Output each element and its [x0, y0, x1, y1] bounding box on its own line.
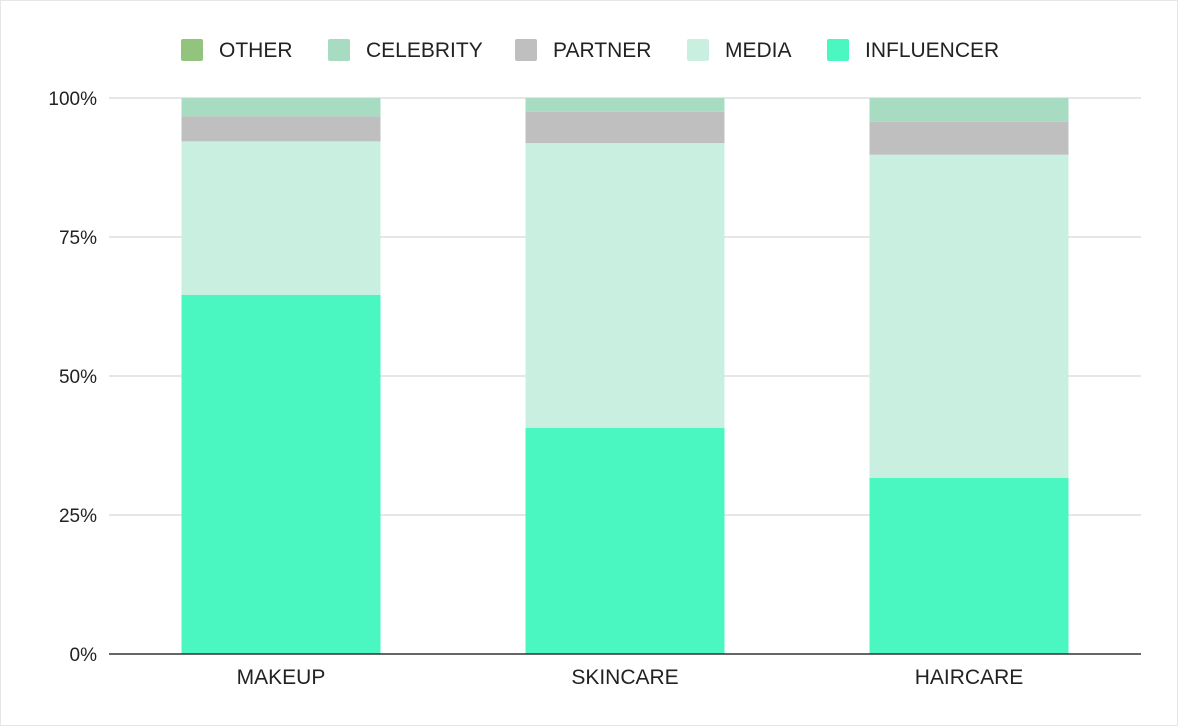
legend-label-media: MEDIA — [725, 39, 792, 62]
legend-swatch-influencer — [827, 39, 849, 61]
bar-celebrity-makeup — [181, 98, 381, 117]
bar-media-haircare — [869, 154, 1069, 478]
y-tick-label: 25% — [59, 506, 97, 527]
x-category-label: MAKEUP — [237, 666, 326, 689]
x-axis-categories: MAKEUP SKINCARE HAIRCARE — [237, 666, 1024, 689]
bar-influencer-skincare — [525, 427, 725, 654]
legend-label-other: OTHER — [219, 39, 293, 62]
bar-media-skincare — [525, 143, 725, 428]
y-tick-label: 100% — [48, 89, 97, 110]
x-category-label: SKINCARE — [571, 666, 678, 689]
y-tick-label: 50% — [59, 367, 97, 388]
legend-label-celebrity: CELEBRITY — [366, 39, 483, 62]
y-axis-ticks: 0% 25% 50% 75% 100% — [48, 89, 97, 666]
legend-swatch-media — [687, 39, 709, 61]
legend: OTHER CELEBRITY PARTNER MEDIA INFLUENCER — [181, 39, 999, 62]
legend-swatch-partner — [515, 39, 537, 61]
bars — [181, 98, 1069, 654]
bar-celebrity-haircare — [869, 98, 1069, 122]
legend-swatch-celebrity — [328, 39, 350, 61]
bar-influencer-haircare — [869, 477, 1069, 654]
y-tick-label: 75% — [59, 228, 97, 249]
bar-media-makeup — [181, 141, 381, 295]
x-category-label: HAIRCARE — [915, 666, 1024, 689]
legend-label-partner: PARTNER — [553, 39, 651, 62]
legend-label-influencer: INFLUENCER — [865, 39, 999, 62]
y-tick-label: 0% — [70, 645, 98, 666]
bar-partner-makeup — [181, 116, 381, 142]
bar-partner-haircare — [869, 121, 1069, 155]
bar-partner-skincare — [525, 111, 725, 144]
legend-swatch-other — [181, 39, 203, 61]
bar-celebrity-skincare — [525, 98, 725, 112]
bar-influencer-makeup — [181, 294, 381, 654]
